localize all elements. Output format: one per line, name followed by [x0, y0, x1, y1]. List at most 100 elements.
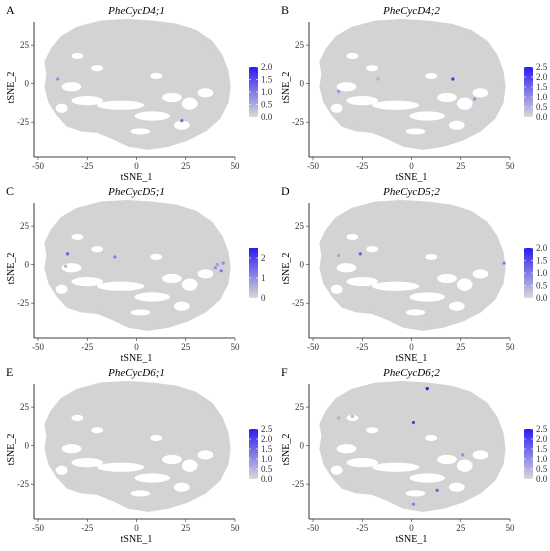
expression-point [337, 416, 341, 420]
x-axis-label: tSNE_1 [121, 172, 153, 183]
legend-label: 0.5 [536, 102, 548, 112]
cloud-gap [472, 450, 489, 460]
expression-point [435, 488, 439, 492]
cloud-gap [162, 273, 182, 284]
cell-cloud [44, 200, 231, 331]
legend-label: 0.0 [261, 112, 273, 122]
x-tick-label: 0 [134, 342, 139, 352]
cloud-gap [181, 97, 198, 110]
cloud-gap [130, 490, 151, 497]
cloud-gap [197, 450, 214, 460]
legend-label: 0.5 [536, 281, 548, 291]
expression-point [461, 453, 465, 457]
cloud-gap [437, 454, 457, 465]
legend-colorbar [524, 67, 533, 117]
expression-point [63, 264, 68, 268]
cloud-gap [437, 273, 457, 284]
expression-point [411, 420, 416, 425]
cloud-gap [97, 281, 145, 291]
legend-label: 2.0 [261, 434, 273, 444]
cloud-gap [97, 100, 145, 110]
x-tick-label: -25 [81, 342, 93, 352]
panel-title: PheCycD4;2 [382, 5, 440, 17]
y-tick-label: -25 [17, 479, 29, 489]
y-axis-label: tSNE_2 [6, 434, 17, 466]
cloud-gap [197, 269, 214, 279]
cloud-gap [409, 111, 445, 121]
cloud-gap [330, 284, 343, 294]
legend-colorbar [249, 67, 258, 117]
cloud-gap [346, 276, 379, 287]
panel-b: B PheCycD4;2 -50 -25 0 25 50 25 0 -25 tSNE_1 tSNE_2… [281, 3, 548, 183]
cell-cloud [44, 381, 231, 512]
expression-point [213, 266, 217, 270]
x-tick-label: 0 [409, 342, 414, 352]
cloud-gap [134, 473, 170, 483]
x-tick-label: -50 [32, 342, 44, 352]
x-tick-label: 0 [409, 161, 414, 171]
expression-point [376, 77, 380, 81]
cloud-gap [197, 88, 214, 98]
cloud-gap [456, 459, 473, 472]
y-tick-label: 0 [25, 441, 30, 451]
cloud-gap [372, 100, 420, 110]
x-tick-label: -50 [307, 523, 319, 533]
legend-label: 1.0 [536, 268, 548, 278]
x-tick-label: 25 [181, 161, 191, 171]
panel-title: PheCycD4;1 [107, 5, 165, 17]
y-tick-label: -25 [292, 298, 304, 308]
cloud-gap [173, 120, 190, 130]
expression-point [180, 119, 184, 123]
y-tick-label: 25 [295, 221, 305, 231]
panel-title: PheCycD6;2 [382, 367, 440, 379]
legend-label: 2.0 [261, 62, 273, 72]
panel-letter: C [6, 184, 14, 198]
y-axis-label: tSNE_2 [281, 253, 292, 285]
expression-point [221, 261, 225, 265]
x-tick-label: -25 [356, 161, 368, 171]
legend-label: 0.5 [261, 100, 273, 110]
legend-colorbar [249, 248, 258, 298]
cloud-gap [456, 97, 473, 110]
x-tick-label: -25 [81, 523, 93, 533]
legend-label: 2.5 [536, 424, 548, 434]
x-tick-label: -25 [81, 161, 93, 171]
legend-label: 0.5 [261, 464, 273, 474]
x-tick-label: -50 [307, 342, 319, 352]
legend-colorbar [249, 429, 258, 479]
legend-label: 0.0 [536, 293, 548, 303]
legend-label: 0.0 [536, 112, 548, 122]
panel-f: F PheCycD6;2 -50 -25 0 25 50 25 0 -25 tSNE_1 tSNE_2… [281, 365, 548, 545]
cloud-gap [55, 103, 68, 113]
y-tick-label: 0 [300, 260, 305, 270]
cloud-gap [55, 465, 68, 475]
x-tick-label: 25 [181, 342, 191, 352]
cloud-gap [330, 103, 343, 113]
expression-point [65, 252, 70, 256]
y-tick-label: 0 [300, 79, 305, 89]
cloud-gap [91, 65, 104, 72]
legend-label: 1.0 [536, 92, 548, 102]
y-tick-label: -25 [17, 298, 29, 308]
panel-a: A PheCycD4;1 -50 -25 0 25 50 25 0 -25 tSNE_1 tSNE_2… [6, 3, 273, 183]
cloud-gap [130, 309, 151, 316]
panel-d: D PheCycD5;2 -50 -25 0 25 50 25 0 -25 tSNE_1 tSNE_2… [281, 184, 548, 364]
cloud-gap [91, 246, 104, 253]
legend-label: 2.0 [536, 72, 548, 82]
expression-point [472, 97, 477, 101]
y-axis-label: tSNE_2 [281, 434, 292, 466]
y-tick-label: 0 [25, 79, 30, 89]
legend-label: 2.0 [536, 434, 548, 444]
y-tick-label: 0 [300, 441, 305, 451]
cloud-gap [409, 473, 445, 483]
cloud-gap [71, 52, 84, 59]
cloud-gap [162, 92, 182, 103]
y-tick-label: -25 [292, 117, 304, 127]
expression-point [350, 414, 354, 418]
legend-colorbar [524, 429, 533, 479]
panel-letter: F [281, 365, 288, 379]
x-tick-label: 25 [181, 523, 191, 533]
cloud-gap [71, 233, 84, 240]
cloud-gap [372, 462, 420, 472]
